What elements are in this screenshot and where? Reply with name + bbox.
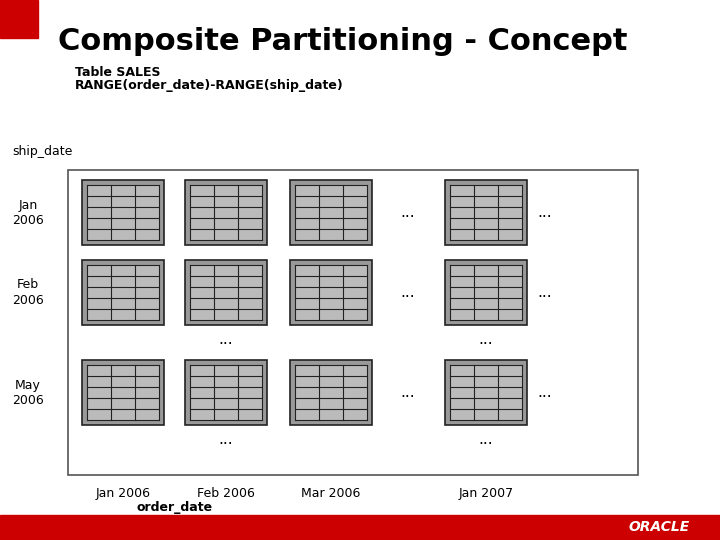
Bar	[87, 265, 159, 320]
Bar	[445, 360, 527, 425]
Bar	[0, 515, 720, 540]
Text: ...: ...	[219, 332, 233, 347]
Text: Feb
2006: Feb 2006	[12, 279, 44, 307]
Bar	[445, 260, 527, 325]
Text: ...: ...	[538, 285, 552, 300]
Bar	[190, 265, 262, 320]
Bar	[290, 260, 372, 325]
Bar	[445, 180, 527, 245]
Text: Composite Partitioning - Concept: Composite Partitioning - Concept	[58, 28, 628, 57]
Bar	[185, 260, 267, 325]
Bar	[82, 360, 164, 425]
Bar	[295, 185, 367, 240]
Text: order_date: order_date	[136, 501, 212, 514]
Bar	[290, 180, 372, 245]
Text: ...: ...	[479, 431, 493, 447]
Bar	[82, 180, 164, 245]
Text: Table SALES: Table SALES	[75, 65, 161, 78]
Text: ship_date: ship_date	[12, 145, 73, 159]
Text: ...: ...	[400, 385, 415, 400]
Bar	[0, 0, 38, 38]
Text: May
2006: May 2006	[12, 379, 44, 407]
Text: RANGE(order_date)-RANGE(ship_date): RANGE(order_date)-RANGE(ship_date)	[75, 79, 343, 92]
Text: Jan 2006: Jan 2006	[96, 487, 150, 500]
Text: ...: ...	[400, 285, 415, 300]
Bar	[68, 170, 638, 475]
Text: ...: ...	[400, 205, 415, 220]
Text: Jan
2006: Jan 2006	[12, 199, 44, 226]
Text: ...: ...	[479, 332, 493, 347]
Bar	[190, 365, 262, 420]
Bar	[450, 185, 522, 240]
Bar	[185, 360, 267, 425]
Bar	[450, 365, 522, 420]
Text: ...: ...	[219, 431, 233, 447]
Bar	[450, 265, 522, 320]
Text: ...: ...	[538, 385, 552, 400]
Bar	[87, 365, 159, 420]
Bar	[82, 260, 164, 325]
Text: Jan 2007: Jan 2007	[459, 487, 513, 500]
Bar	[290, 360, 372, 425]
Bar	[295, 265, 367, 320]
Bar	[185, 180, 267, 245]
Bar	[190, 185, 262, 240]
Bar	[87, 185, 159, 240]
Text: Mar 2006: Mar 2006	[301, 487, 361, 500]
Text: ORACLE: ORACLE	[629, 520, 690, 534]
Text: Feb 2006: Feb 2006	[197, 487, 255, 500]
Text: ...: ...	[538, 205, 552, 220]
Bar	[295, 365, 367, 420]
